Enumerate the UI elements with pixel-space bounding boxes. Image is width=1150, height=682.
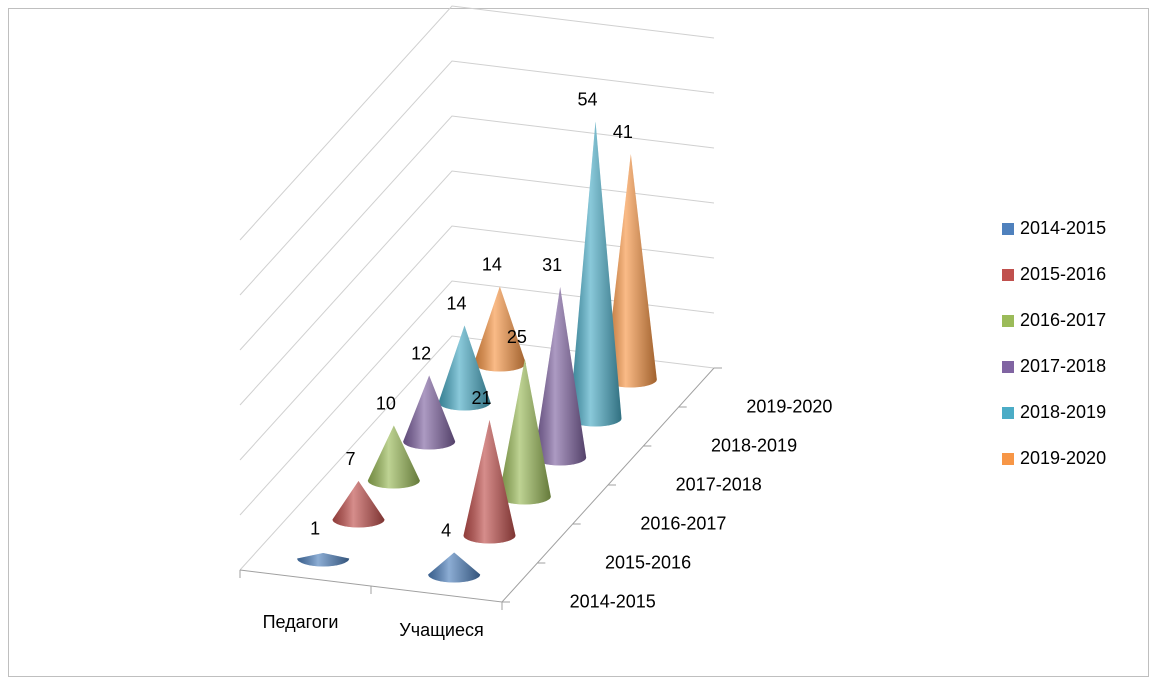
- cone-shade: [604, 154, 657, 388]
- x-tick-label: Педагоги: [263, 612, 339, 632]
- cone-shade: [534, 287, 587, 466]
- legend-swatch: [1002, 361, 1014, 373]
- legend-swatch: [1002, 407, 1014, 419]
- cone-shade: [438, 325, 491, 411]
- data-label: 41: [613, 122, 633, 142]
- data-label: 10: [376, 394, 396, 414]
- cone-shade: [463, 420, 516, 544]
- cone-shade: [367, 425, 420, 489]
- legend-swatch: [1002, 315, 1014, 327]
- data-label: 12: [411, 344, 431, 364]
- legend-label: 2015-2016: [1020, 264, 1106, 284]
- data-label: 31: [542, 255, 562, 275]
- cone-shade: [569, 121, 622, 427]
- cone-shade: [297, 553, 350, 567]
- data-label: 14: [446, 294, 466, 314]
- z-tick-label: 2019-2020: [746, 396, 832, 416]
- legend-label: 2018-2019: [1020, 402, 1106, 422]
- data-label: 14: [482, 255, 502, 275]
- legend-swatch: [1002, 223, 1014, 235]
- cone-shade: [403, 375, 456, 450]
- z-tick-label: 2017-2018: [676, 474, 762, 494]
- data-label: 25: [507, 327, 527, 347]
- grid-line: [239, 115, 715, 351]
- data-label: 21: [471, 388, 491, 408]
- grid-line: [239, 5, 715, 241]
- cone-shade: [498, 359, 551, 505]
- legend-swatch: [1002, 453, 1014, 465]
- legend-label: 2019-2020: [1020, 448, 1106, 468]
- legend-label: 2017-2018: [1020, 356, 1106, 376]
- z-tick-label: 2018-2019: [711, 435, 797, 455]
- x-tick-label: Учащиеся: [399, 620, 483, 640]
- z-tick-label: 2016-2017: [640, 513, 726, 533]
- data-label: 1: [310, 519, 320, 539]
- cone-shade: [332, 481, 385, 528]
- data-label: 54: [577, 90, 597, 110]
- z-tick-label: 2014-2015: [570, 591, 656, 611]
- legend-label: 2014-2015: [1020, 218, 1106, 238]
- z-tick-label: 2015-2016: [605, 552, 691, 572]
- data-label: 7: [345, 449, 355, 469]
- data-label: 4: [441, 521, 451, 541]
- cone-shade: [473, 286, 526, 372]
- cone-shade: [428, 552, 481, 583]
- legend-swatch: [1002, 269, 1014, 281]
- grid-line: [239, 60, 715, 296]
- legend-label: 2016-2017: [1020, 310, 1106, 330]
